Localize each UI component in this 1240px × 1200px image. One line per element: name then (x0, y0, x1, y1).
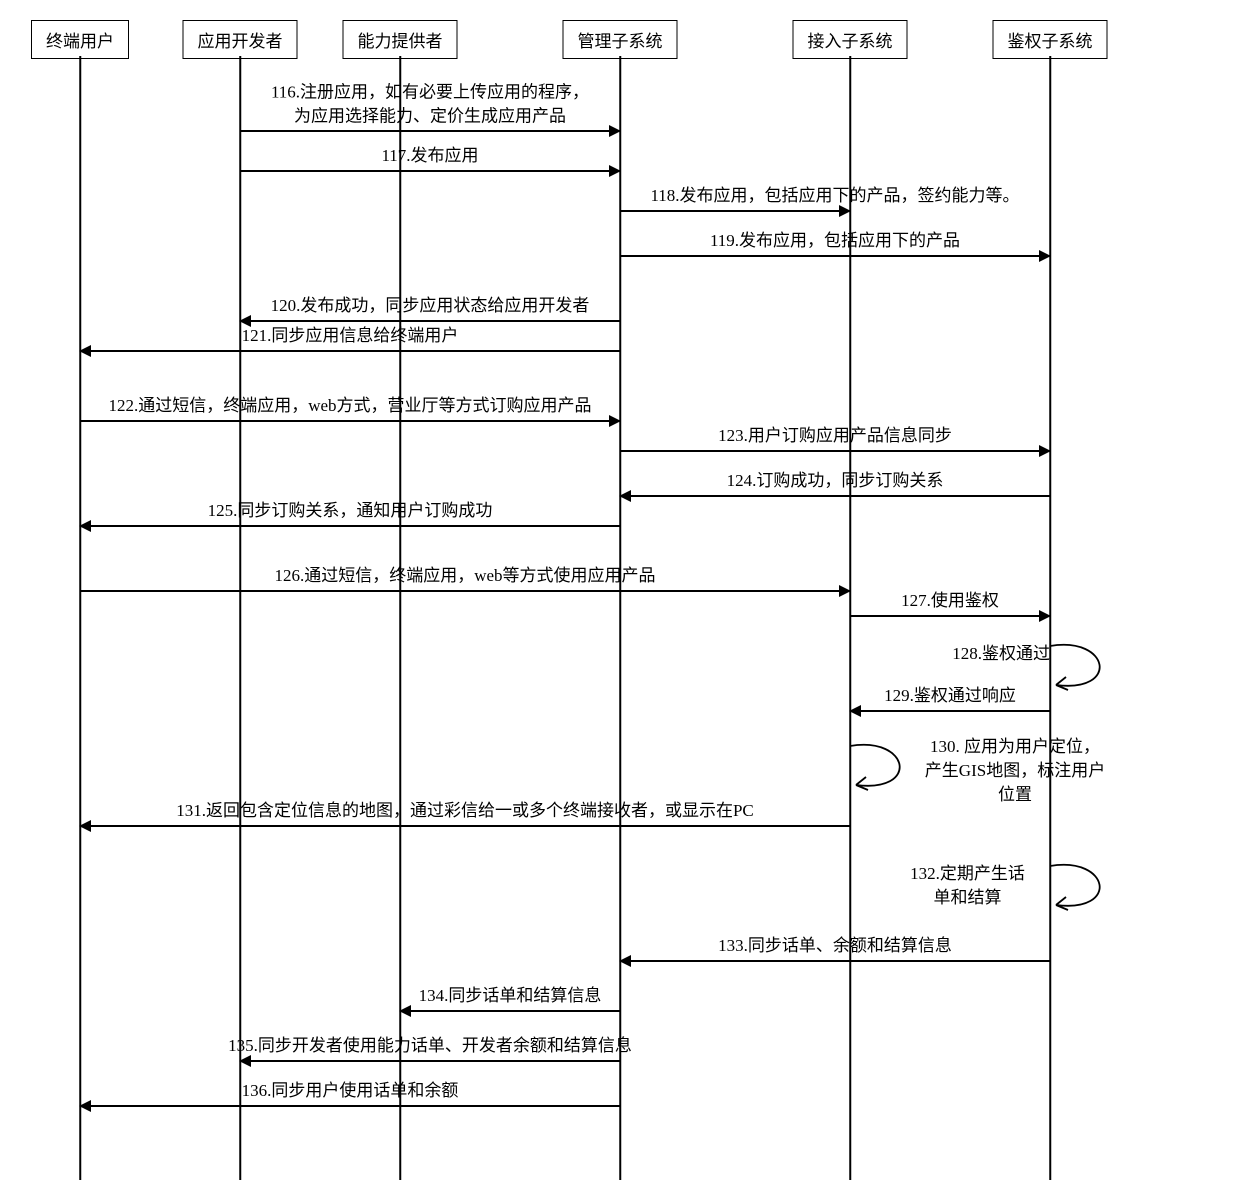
self-msg-label-128: 128.鉴权通过 (890, 642, 1050, 666)
msg-label-121: 121.同步应用信息给终端用户 (242, 324, 459, 350)
msg-126 (80, 590, 850, 592)
actor-cap: 能力提供者 (343, 20, 458, 59)
msg-120 (240, 320, 620, 322)
msg-label-127: 127.使用鉴权 (901, 589, 999, 615)
msg-133 (620, 960, 1050, 962)
actor-access: 接入子系统 (793, 20, 908, 59)
lifeline-user (79, 56, 81, 1180)
msg-124 (620, 495, 1050, 497)
self-msg-132 (1050, 860, 1124, 917)
actor-mgmt: 管理子系统 (563, 20, 678, 59)
msg-label-131: 131.返回包含定位信息的地图，通过彩信给一或多个终端接收者，或显示在PC (176, 799, 754, 825)
msg-129 (850, 710, 1050, 712)
msg-118 (620, 210, 850, 212)
sequence-diagram: 终端用户 应用开发者 能力提供者 管理子系统 接入子系统 鉴权子系统 116.注册应用，如有… (20, 20, 1220, 1180)
self-msg-label-132: 132.定期产生话单和结算 (890, 862, 1045, 910)
actor-user: 终端用户 (31, 20, 129, 59)
lifeline-access (849, 56, 851, 1180)
actor-dev: 应用开发者 (183, 20, 298, 59)
msg-label-126: 126.通过短信，终端应用，web等方式使用应用产品 (274, 564, 655, 590)
msg-135 (240, 1060, 620, 1062)
msg-label-133: 133.同步话单、余额和结算信息 (718, 934, 952, 960)
msg-117 (240, 170, 620, 172)
lifeline-dev (239, 56, 241, 1180)
msg-125 (80, 525, 620, 527)
msg-127 (850, 615, 1050, 617)
msg-122 (80, 420, 620, 422)
msg-136 (80, 1105, 620, 1107)
msg-label-125: 125.同步订购关系，通知用户订购成功 (208, 499, 493, 525)
msg-116 (240, 130, 620, 132)
msg-123 (620, 450, 1050, 452)
self-msg-128 (1050, 640, 1124, 697)
msg-134 (400, 1010, 620, 1012)
msg-119 (620, 255, 1050, 257)
msg-label-123: 123.用户订购应用产品信息同步 (718, 424, 952, 450)
msg-label-124: 124.订购成功，同步订购关系 (727, 469, 944, 495)
msg-label-120: 120.发布成功，同步应用状态给应用开发者 (271, 294, 590, 320)
self-msg-label-130: 130. 应用为用户定位，产生GIS地图，标注用户位置 (910, 735, 1120, 806)
msg-121 (80, 350, 620, 352)
msg-label-116: 116.注册应用，如有必要上传应用的程序，为应用选择能力、定价生成应用产品 (250, 80, 610, 130)
msg-131 (80, 825, 850, 827)
msg-label-129: 129.鉴权通过响应 (884, 684, 1016, 710)
msg-label-117: 117.发布应用 (381, 144, 478, 170)
msg-label-136: 136.同步用户使用话单和余额 (242, 1079, 459, 1105)
msg-label-135: 135.同步开发者使用能力话单、开发者余额和结算信息 (228, 1034, 632, 1060)
msg-label-122: 122.通过短信，终端应用，web方式，营业厅等方式订购应用产品 (108, 394, 591, 420)
msg-label-119: 119.发布应用，包括应用下的产品 (710, 229, 960, 255)
msg-label-118: 118.发布应用，包括应用下的产品，签约能力等。 (650, 184, 1019, 210)
msg-label-134: 134.同步话单和结算信息 (419, 984, 602, 1010)
actor-auth: 鉴权子系统 (993, 20, 1108, 59)
